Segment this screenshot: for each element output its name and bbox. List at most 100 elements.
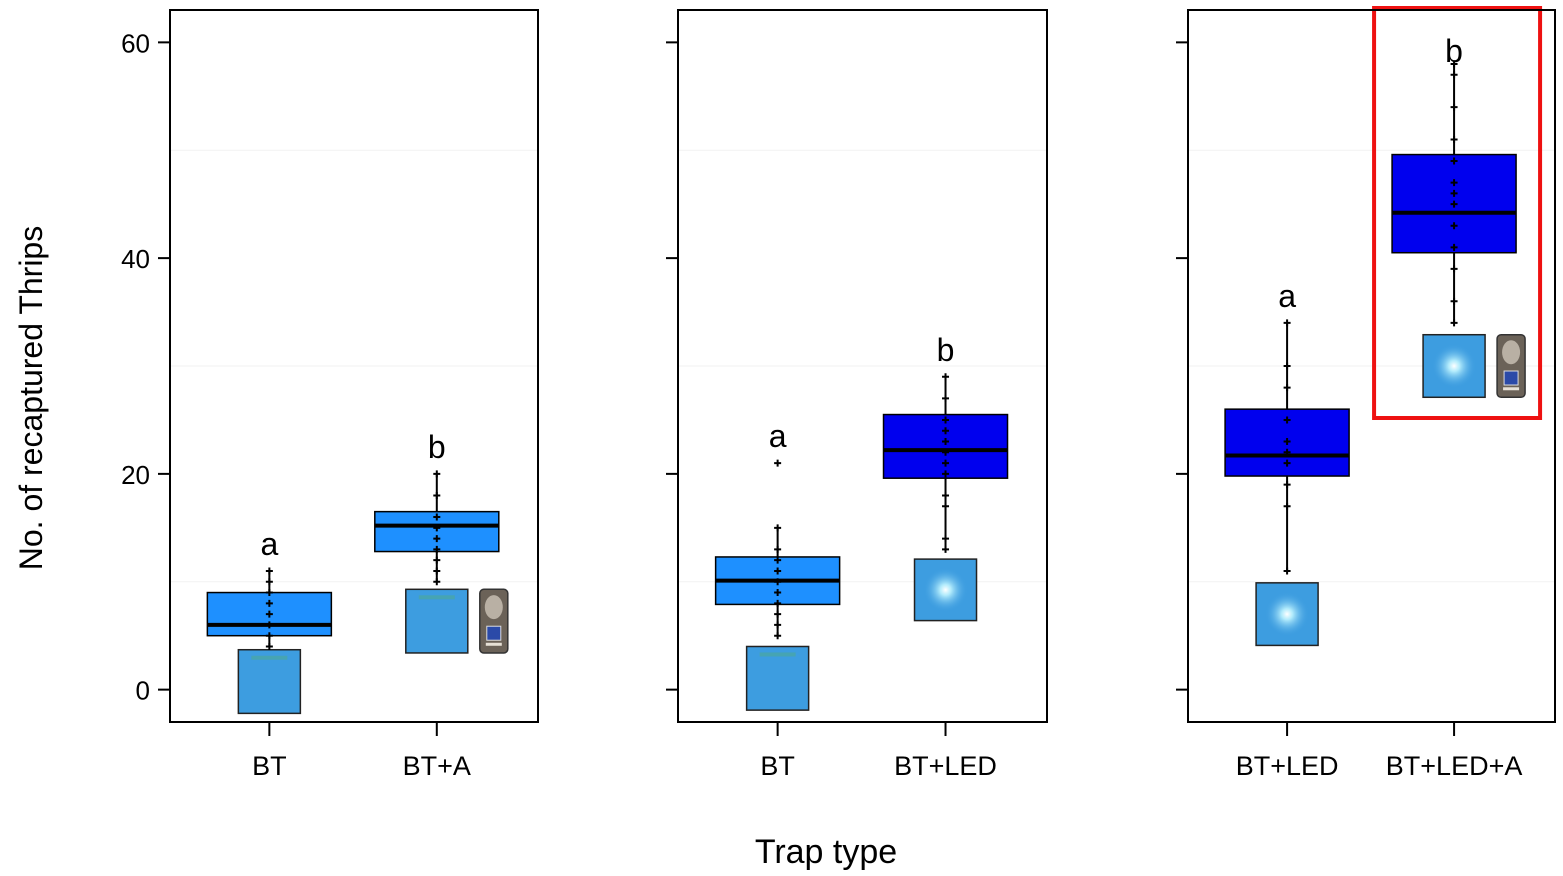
- trap-card-icon: [745, 645, 810, 711]
- significance-letter: a: [769, 418, 787, 454]
- data-point: [942, 438, 950, 446]
- dispenser-grill: [484, 595, 503, 620]
- data-point: [1283, 438, 1291, 446]
- data-point: [1283, 448, 1291, 456]
- data-point: [942, 448, 950, 456]
- data-point: [265, 632, 273, 640]
- x-tick-label: BT+LED+A: [1386, 751, 1523, 781]
- data-point: [265, 621, 273, 629]
- x-tick-label: BT+LED: [1236, 751, 1339, 781]
- data-point: [1450, 243, 1458, 251]
- panel-3: [1176, 41, 1555, 691]
- data-point: [1283, 567, 1291, 575]
- data-point: [433, 556, 441, 564]
- y-tick-label: 20: [121, 460, 150, 490]
- data-point: [265, 642, 273, 650]
- panel-border: [169, 9, 539, 723]
- data-point: [942, 416, 950, 424]
- data-point: [1450, 319, 1458, 327]
- x-tick-label: BT+LED: [894, 751, 997, 781]
- data-point: [1450, 71, 1458, 79]
- attractant-dispenser-icon: [479, 588, 509, 654]
- x-axis-title: Trap type: [755, 833, 897, 871]
- panel-border: [1187, 9, 1556, 723]
- data-point: [1283, 502, 1291, 510]
- data-point: [1283, 384, 1291, 392]
- data-point: [433, 567, 441, 575]
- card-brand-mark: [418, 595, 455, 600]
- data-point: [774, 632, 782, 640]
- data-point: [942, 394, 950, 402]
- significance-letter: a: [260, 526, 278, 562]
- significance-letter: a: [1278, 278, 1296, 314]
- y-tick-label: 60: [121, 28, 150, 58]
- box: [882, 413, 1009, 479]
- data-point: [774, 578, 782, 586]
- card-brand-mark: [251, 655, 288, 660]
- data-point: [1450, 189, 1458, 197]
- significance-letter: b: [428, 429, 446, 465]
- data-point: [1450, 222, 1458, 230]
- y-axis-title: No. of recaptured Thrips: [13, 226, 49, 570]
- y-tick-label: 40: [121, 244, 150, 274]
- data-point: [1283, 481, 1291, 489]
- data-point: [433, 578, 441, 586]
- significance-letter: b: [1445, 33, 1463, 69]
- data-point: [1283, 362, 1291, 370]
- highlight-frame: [1372, 6, 1543, 420]
- data-point: [942, 545, 950, 553]
- panel-border: [677, 9, 1048, 723]
- data-point: [774, 556, 782, 564]
- data-point: [774, 589, 782, 597]
- data-point: [1450, 103, 1458, 111]
- data-point: [1450, 200, 1458, 208]
- data-point: [942, 535, 950, 543]
- data-point: [942, 491, 950, 499]
- plot-layer: 0 20 40 60 a BT b BT+A a BT b BT+LED a BT+LED b BT+LED+…: [121, 6, 1556, 781]
- outlier-point: [774, 459, 782, 467]
- data-point: [1450, 297, 1458, 305]
- led-glow-icon: [923, 567, 968, 612]
- data-point: [774, 524, 782, 532]
- x-tick-label: BT: [760, 751, 795, 781]
- data-point: [1450, 157, 1458, 165]
- data-point: [1283, 319, 1291, 327]
- data-point: [942, 427, 950, 435]
- dispenser-stripe: [485, 642, 502, 646]
- data-point: [942, 470, 950, 478]
- data-point: [1450, 179, 1458, 187]
- data-point: [265, 589, 273, 597]
- data-point: [774, 610, 782, 618]
- significance-letter: b: [937, 332, 955, 368]
- data-point: [774, 599, 782, 607]
- card-brand-mark: [759, 652, 796, 657]
- data-point: [433, 491, 441, 499]
- led-glow-icon: [1432, 344, 1477, 388]
- data-point: [433, 524, 441, 532]
- dispenser-stripe: [1503, 387, 1520, 391]
- led-glow-icon: [1265, 592, 1310, 637]
- data-point: [1450, 60, 1458, 68]
- data-point: [433, 535, 441, 543]
- data-point: [433, 545, 441, 553]
- attractant-dispenser-icon: [1496, 333, 1526, 399]
- data-point: [1450, 265, 1458, 273]
- trap-card-icon: [237, 648, 302, 715]
- data-point: [433, 470, 441, 478]
- dispenser-label: [1503, 370, 1519, 386]
- trap-card-icon: [405, 588, 469, 654]
- data-point: [774, 621, 782, 629]
- data-point: [942, 502, 950, 510]
- data-point: [942, 373, 950, 381]
- data-point: [1283, 416, 1291, 424]
- data-point: [265, 610, 273, 618]
- data-point: [1283, 459, 1291, 467]
- x-tick-label: BT+A: [403, 751, 471, 781]
- dispenser-label: [486, 625, 502, 641]
- data-point: [265, 567, 273, 575]
- dispenser-grill: [1502, 340, 1521, 365]
- panel-1: [158, 41, 538, 691]
- data-point: [433, 513, 441, 521]
